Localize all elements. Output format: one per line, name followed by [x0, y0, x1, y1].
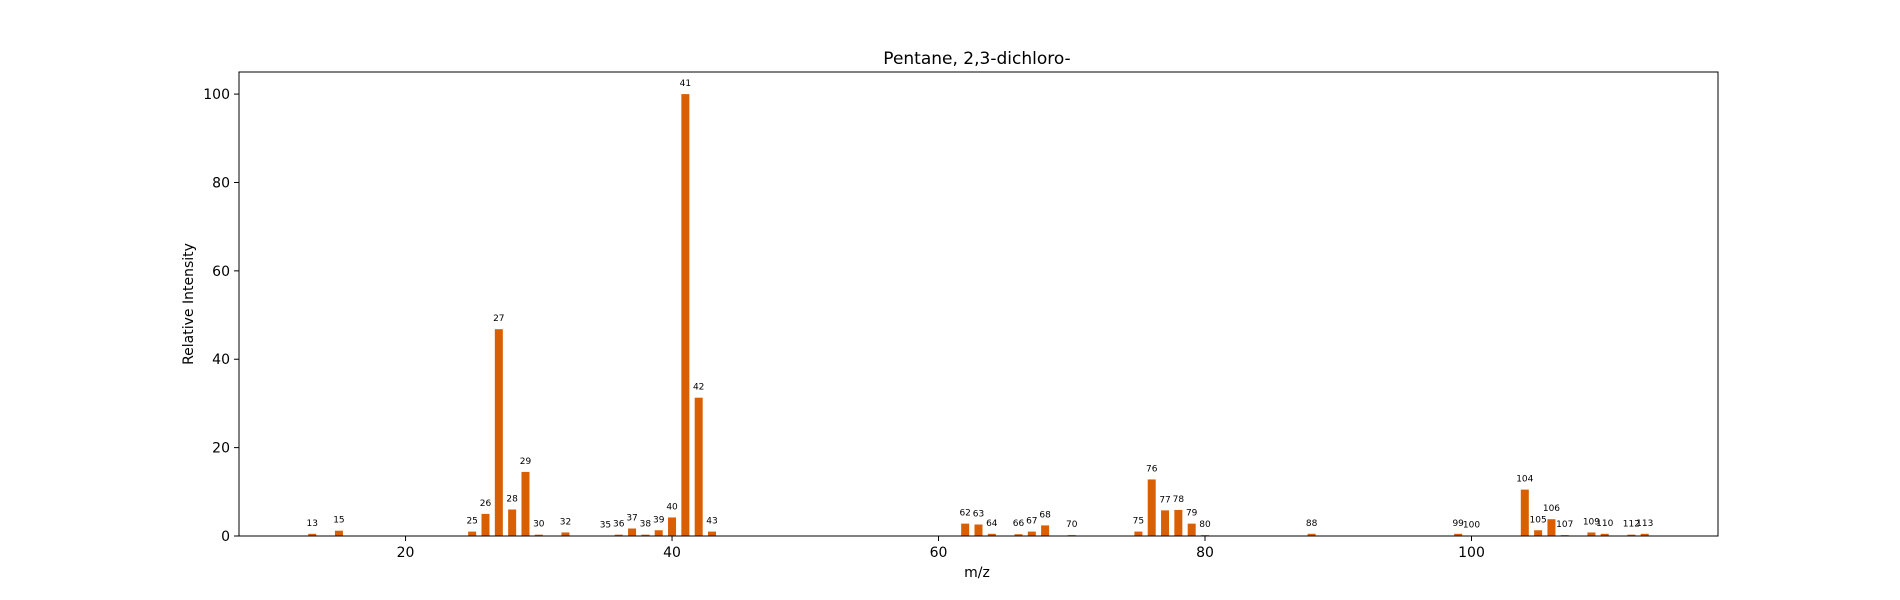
peak-label: 35	[600, 521, 611, 531]
peak-label: 32	[560, 517, 571, 527]
peak-label: 79	[1186, 509, 1198, 519]
peak-bar	[975, 525, 983, 536]
plot-frame	[239, 72, 1718, 536]
peak-bar	[708, 532, 716, 536]
peak-bar	[1161, 510, 1169, 536]
y-axis-label: Relative Intensity	[181, 243, 197, 365]
peak-bar	[668, 517, 676, 536]
peak-bar	[482, 514, 490, 536]
peak-label: 106	[1543, 504, 1560, 514]
peak-label: 67	[1026, 517, 1037, 527]
peak-label: 41	[680, 79, 691, 89]
peak-bar	[1188, 524, 1196, 536]
peak-label: 107	[1556, 520, 1573, 530]
peak-bar	[1587, 532, 1595, 536]
peak-label: 28	[506, 494, 518, 504]
peak-bar	[495, 329, 503, 536]
peak-bar	[561, 532, 569, 536]
x-tick-label: 20	[397, 545, 415, 561]
peak-bar	[335, 531, 343, 536]
peak-bar	[508, 509, 516, 536]
y-tick-label: 100	[203, 87, 230, 103]
peak-bar	[695, 398, 703, 536]
y-tick-label: 20	[212, 441, 230, 457]
peak-bar	[628, 528, 636, 536]
y-axis: 0 20 40 60 80 100	[203, 87, 239, 545]
plot-area: 13 15 2526 27 28 29 30 32 353637383940 41 42 43 6263…	[307, 79, 1654, 536]
peak-label: 88	[1306, 519, 1318, 529]
y-tick-label: 80	[212, 175, 230, 191]
peak-bar	[1148, 479, 1156, 536]
peak-label: 43	[706, 517, 717, 527]
peak-label: 25	[466, 517, 477, 527]
peak-label: 13	[307, 519, 318, 529]
peak-label: 75	[1133, 517, 1144, 527]
peak-label: 68	[1039, 510, 1051, 520]
y-tick-label: 40	[212, 352, 230, 368]
x-axis: 20 40 60 80 100	[397, 536, 1485, 561]
peak-label: 78	[1173, 495, 1185, 505]
peak-bar	[681, 94, 689, 536]
peak-label: 104	[1516, 475, 1533, 485]
peak-bar	[521, 472, 529, 536]
x-tick-label: 100	[1458, 545, 1485, 561]
chart-title: Pentane, 2,3-dichloro-	[883, 49, 1070, 69]
peak-label: 76	[1146, 464, 1158, 474]
peak-label: 15	[333, 516, 344, 526]
x-tick-label: 80	[1196, 545, 1214, 561]
peak-label: 39	[653, 515, 665, 525]
peak-label: 80	[1199, 520, 1211, 530]
peak-bar	[1547, 519, 1555, 536]
peak-label: 36	[613, 520, 625, 530]
peak-bar	[1534, 530, 1542, 536]
x-axis-label: m/z	[964, 565, 990, 581]
peak-label: 26	[480, 499, 492, 509]
peak-label: 37	[626, 513, 637, 523]
peak-bar	[1028, 532, 1036, 536]
peak-bar	[961, 524, 969, 536]
peak-label: 64	[986, 519, 998, 529]
y-tick-label: 0	[221, 529, 230, 545]
peak-label: 66	[1013, 519, 1025, 529]
peak-label: 42	[693, 383, 704, 393]
peak-label: 38	[640, 520, 652, 530]
peak-label: 105	[1530, 515, 1547, 525]
peak-bar	[1134, 532, 1142, 536]
peak-label: 113	[1636, 519, 1653, 529]
peak-label: 40	[666, 502, 678, 512]
peak-label: 110	[1596, 519, 1613, 529]
peak-bar	[1521, 490, 1529, 536]
peak-bar	[655, 530, 663, 536]
peak-label: 30	[533, 520, 545, 530]
peak-bar	[468, 532, 476, 536]
peak-label: 62	[959, 509, 970, 519]
peak-label: 100	[1463, 521, 1480, 531]
peak-bar	[1174, 510, 1182, 536]
x-tick-label: 60	[930, 545, 948, 561]
peak-label: 70	[1066, 520, 1078, 530]
peak-label: 77	[1159, 495, 1170, 505]
peak-label: 63	[973, 510, 984, 520]
x-tick-label: 40	[663, 545, 681, 561]
peak-bar	[1041, 525, 1049, 536]
y-tick-label: 60	[212, 264, 230, 280]
peak-label: 29	[520, 457, 532, 467]
peak-label: 27	[493, 314, 504, 324]
